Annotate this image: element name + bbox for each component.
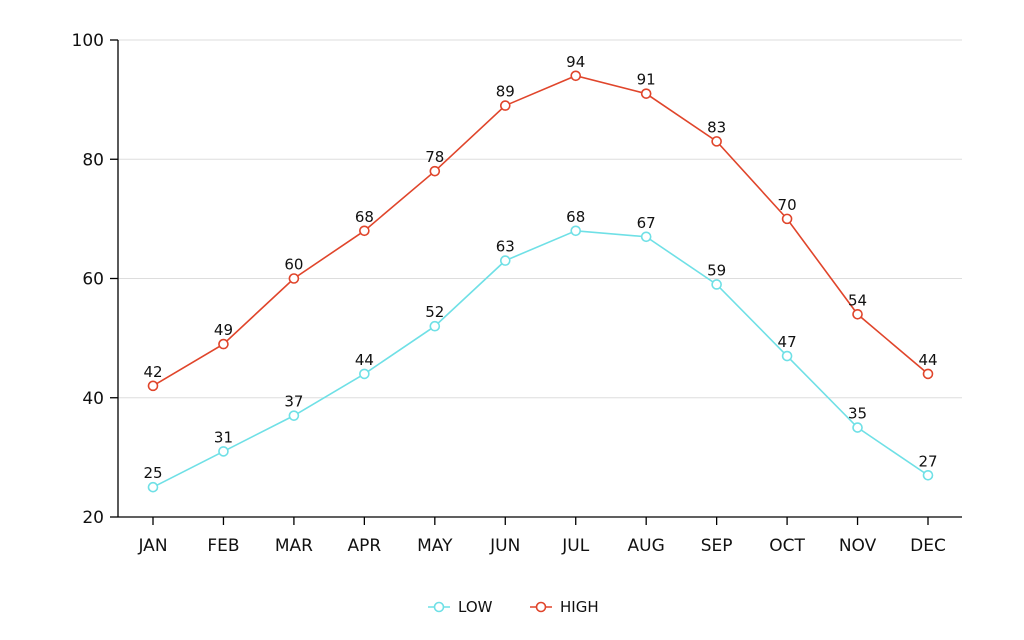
data-labels: 25 31 37 44 52 63 68 67 59 47 35 27 42 49 60 68 78 89 94 91… — [143, 53, 937, 482]
data-label-high: 54 — [848, 291, 867, 309]
data-point-low — [218, 446, 229, 457]
x-tick-label: OCT — [769, 536, 805, 556]
data-label-high: 49 — [214, 321, 233, 339]
series-line-low — [152, 229, 929, 488]
x-tick-label: APR — [348, 536, 382, 556]
data-point-high — [640, 88, 652, 99]
x-tick-label: JUN — [489, 536, 520, 556]
grid-lines — [118, 39, 962, 399]
data-label-low: 27 — [918, 452, 937, 470]
data-label-high: 91 — [637, 71, 656, 89]
data-label-low: 35 — [848, 405, 867, 423]
data-point-high — [147, 380, 159, 392]
y-tick-label: 20 — [82, 508, 104, 528]
data-label-high: 60 — [284, 256, 303, 274]
data-label-high: 70 — [778, 196, 797, 214]
data-point-low — [499, 255, 511, 266]
legend: LOW HIGH — [428, 598, 599, 616]
x-tick-label: FEB — [207, 536, 239, 556]
data-point-low — [147, 481, 159, 493]
data-point-high — [570, 70, 582, 82]
x-tick-label: NOV — [839, 536, 877, 556]
data-label-low: 25 — [143, 464, 162, 482]
data-label-low: 47 — [778, 333, 797, 351]
data-point-high — [218, 338, 229, 350]
axes: 20 40 60 80 100 JAN FEB MAR APR MAY JUN JUL AUG SEP OC… — [72, 31, 962, 556]
data-point-high — [852, 308, 863, 320]
data-point-low — [922, 469, 934, 481]
data-label-high: 78 — [425, 148, 444, 166]
x-tick-label: MAR — [275, 536, 313, 556]
data-point-low — [781, 350, 793, 362]
data-label-low: 37 — [284, 393, 303, 411]
data-label-high: 94 — [566, 53, 585, 71]
series-lines — [147, 70, 934, 493]
data-point-low — [570, 225, 582, 237]
series-line-high — [152, 74, 929, 387]
data-point-high — [429, 165, 441, 177]
data-point-low — [640, 231, 652, 243]
data-label-high: 89 — [496, 83, 515, 101]
x-tick-label: AUG — [628, 536, 665, 556]
data-label-high: 68 — [355, 208, 374, 226]
legend-marker-low — [433, 601, 445, 613]
data-point-high — [288, 273, 300, 284]
data-point-low — [288, 410, 300, 421]
legend-label-low: LOW — [458, 598, 493, 616]
y-tick-label: 60 — [82, 270, 104, 290]
data-point-low — [852, 422, 863, 433]
data-label-low: 63 — [496, 238, 515, 256]
data-label-low: 67 — [637, 214, 656, 232]
data-point-high — [781, 213, 793, 225]
data-label-low: 31 — [214, 428, 233, 446]
x-tick-label: JAN — [137, 536, 167, 556]
data-point-high — [711, 136, 722, 147]
data-label-high: 44 — [918, 351, 937, 369]
x-tick-label: JUL — [561, 536, 589, 556]
x-tick-label: SEP — [701, 536, 733, 556]
legend-marker-high — [535, 601, 547, 613]
data-point-low — [429, 320, 441, 332]
data-label-low: 68 — [566, 208, 585, 226]
legend-label-high: HIGH — [560, 598, 599, 616]
data-point-high — [359, 225, 370, 237]
x-tick-label: DEC — [910, 536, 946, 556]
data-point-high — [922, 368, 934, 380]
data-label-high: 42 — [143, 363, 162, 381]
data-label-low: 59 — [707, 261, 726, 279]
data-point-high — [499, 100, 511, 111]
data-label-low: 44 — [355, 351, 374, 369]
x-tick-label: MAY — [417, 536, 453, 556]
data-label-high: 83 — [707, 118, 726, 136]
y-tick-label: 80 — [82, 150, 104, 170]
y-tick-label: 100 — [72, 31, 104, 51]
data-point-low — [359, 368, 370, 380]
data-label-low: 52 — [425, 303, 444, 321]
data-point-low — [711, 279, 722, 290]
y-tick-label: 40 — [82, 389, 104, 409]
